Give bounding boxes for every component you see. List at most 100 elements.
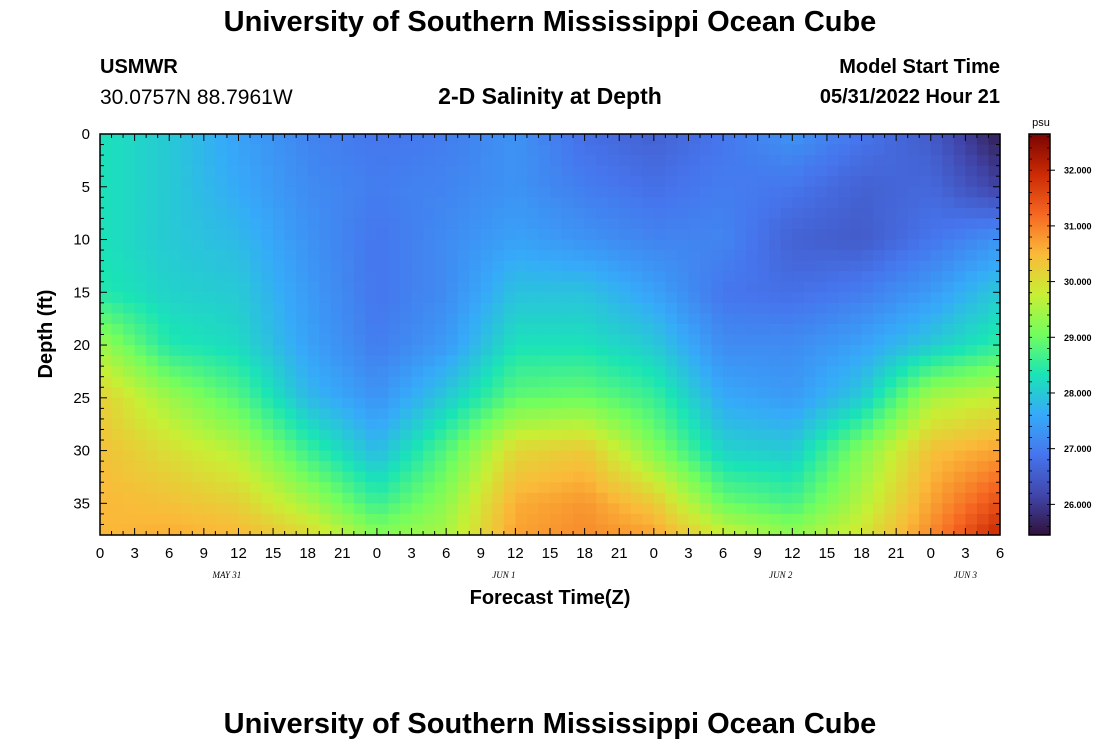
heatmap-cell [780,186,793,198]
heatmap-cell [100,239,113,251]
heatmap-cell [930,471,943,483]
heatmap-cell [411,207,424,220]
heatmap-cell [111,228,124,241]
heatmap-cell [965,292,978,304]
heatmap-cell [792,471,805,483]
heatmap-cell [100,271,113,283]
heatmap-cell [388,482,401,494]
heatmap-cell [111,250,124,262]
heatmap-cell [157,271,170,283]
heatmap-cell [538,503,551,515]
heatmap-cell [723,250,736,262]
heatmap-cell [561,492,574,504]
heatmap-cell [734,144,747,156]
heatmap-cell [653,250,666,262]
heatmap-cell [169,323,182,336]
heatmap-cell [261,218,274,230]
heatmap-cell [861,482,874,494]
heatmap-cell [873,271,886,283]
heatmap-cell [942,186,955,198]
heatmap-cell [238,492,251,504]
heatmap-cell [573,408,586,420]
heatmap-cell [561,302,574,314]
heatmap-cell [723,482,736,494]
heatmap-cell [365,323,378,336]
heatmap-cell [342,376,355,388]
heatmap-cell [180,250,193,262]
heatmap-cell [538,440,551,452]
heatmap-cell [976,239,990,251]
heatmap-cell [757,471,770,483]
heatmap-cell [873,524,886,536]
heatmap-cell [480,345,493,357]
heatmap-cell [503,134,516,146]
heatmap-cell [676,408,690,420]
heatmap-cell [861,281,874,293]
heatmap-cell [296,440,309,452]
heatmap-cell [619,492,632,504]
heatmap-cell [550,250,563,262]
heatmap-cell [180,218,193,230]
heatmap-cell [238,450,251,462]
heatmap-cell [388,440,401,452]
heatmap-cell [134,239,147,251]
heatmap-cell [550,228,563,241]
heatmap-cell [146,207,159,220]
heatmap-cell [307,334,320,346]
heatmap-cell [526,281,540,293]
heatmap-cell [815,387,828,399]
heatmap-cell [457,292,470,304]
date-label: JUN 1 [492,570,515,580]
heatmap-cell [619,218,632,230]
heatmap-cell [665,239,678,251]
heatmap-cell [711,334,724,346]
heatmap-cell [100,345,113,357]
heatmap-cell [134,450,147,462]
heatmap-cell [273,450,286,462]
heatmap-cell [676,313,690,325]
heatmap-cell [596,323,609,336]
heatmap-cell [815,355,828,367]
heatmap-cell [215,323,228,336]
heatmap-cell [596,471,609,483]
heatmap-cell [376,524,390,536]
heatmap-cell [769,524,782,536]
heatmap-cell [330,345,343,357]
heatmap-cell [411,228,424,241]
heatmap-cell [400,471,413,483]
heatmap-cell [919,397,932,409]
heatmap-cell [307,239,320,251]
heatmap-cell [907,461,920,473]
heatmap-cell [988,397,1001,409]
heatmap-cell [596,387,609,399]
heatmap-cell [884,376,897,388]
heatmap-cell [630,376,643,388]
heatmap-cell [907,207,920,220]
heatmap-cell [215,292,228,304]
heatmap-cell [607,302,620,314]
heatmap-cell [630,176,643,188]
heatmap-cell [919,271,932,283]
heatmap-cell [480,176,493,188]
heatmap-cell [930,408,943,420]
heatmap-cell [907,408,920,420]
heatmap-cell [873,239,886,251]
heatmap-cell [653,197,666,209]
heatmap-cell [100,492,113,504]
heatmap-cell [734,323,747,336]
heatmap-cell [388,429,401,441]
heatmap-cell [653,397,666,409]
heatmap-cell [180,376,193,388]
heatmap-cell [261,197,274,209]
heatmap-cell [792,482,805,494]
heatmap-cell [157,471,170,483]
heatmap-cell [261,376,274,388]
heatmap-cell [850,292,863,304]
heatmap-cell [515,450,528,462]
heatmap-cell [723,176,736,188]
heatmap-cell [180,440,193,452]
heatmap-cell [423,176,436,188]
heatmap-cell [307,450,320,462]
heatmap-cell [757,408,770,420]
heatmap-cell [665,281,678,293]
